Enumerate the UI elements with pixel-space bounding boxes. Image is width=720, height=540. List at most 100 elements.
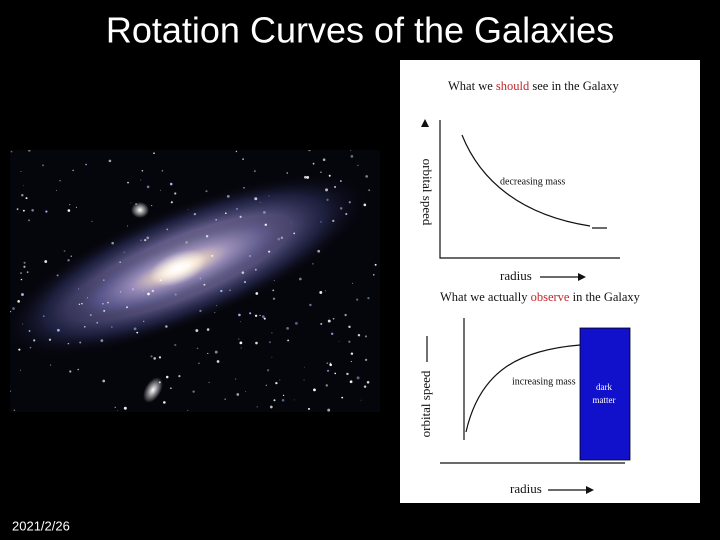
star <box>174 293 177 296</box>
star <box>69 370 72 373</box>
star <box>293 232 296 235</box>
star <box>327 319 331 323</box>
star <box>85 163 87 166</box>
star <box>216 360 220 363</box>
star <box>277 237 281 241</box>
star <box>22 323 24 325</box>
star <box>320 171 322 174</box>
star <box>193 212 197 216</box>
star <box>341 396 344 399</box>
star <box>196 347 199 350</box>
star <box>102 379 106 383</box>
star <box>326 362 329 364</box>
curve-label: decreasing mass <box>500 176 565 187</box>
star <box>286 172 288 174</box>
star <box>348 340 351 343</box>
arrow <box>421 119 429 127</box>
star <box>307 407 311 410</box>
star <box>192 390 195 393</box>
star <box>123 251 125 253</box>
star <box>69 204 71 206</box>
star <box>22 209 25 212</box>
star <box>10 310 12 313</box>
star <box>254 314 258 317</box>
star <box>56 190 57 192</box>
star <box>303 366 305 368</box>
star <box>151 289 155 293</box>
star <box>56 328 60 332</box>
star <box>147 292 150 296</box>
star <box>130 202 132 204</box>
star <box>238 338 240 340</box>
star <box>13 409 15 411</box>
star <box>287 339 290 342</box>
slide-date: 2021/2/26 <box>12 518 70 533</box>
star <box>263 317 266 320</box>
galaxy-core <box>149 249 207 287</box>
star <box>280 236 284 239</box>
arrow <box>578 273 586 281</box>
star <box>286 327 289 330</box>
star <box>48 338 52 341</box>
star <box>114 406 116 408</box>
star <box>304 175 307 179</box>
star <box>23 265 26 268</box>
star <box>282 394 285 397</box>
star <box>31 209 34 212</box>
star <box>103 279 105 281</box>
axes <box>439 120 620 259</box>
star <box>72 169 74 172</box>
star <box>268 341 271 344</box>
star <box>324 290 326 292</box>
star <box>320 221 322 223</box>
star <box>235 207 238 210</box>
star <box>16 208 19 211</box>
star <box>325 384 328 387</box>
star <box>306 176 310 179</box>
star <box>150 355 153 358</box>
star <box>20 278 23 281</box>
diagram-heading: What we actually observe in the Galaxy <box>440 290 641 304</box>
star <box>205 190 208 193</box>
star <box>127 181 129 184</box>
star <box>243 281 246 284</box>
star <box>328 174 331 177</box>
star <box>266 369 270 372</box>
star <box>165 375 169 379</box>
star <box>365 175 368 178</box>
star <box>96 321 99 324</box>
star <box>141 169 144 172</box>
diagram-heading: What we should see in the Galaxy <box>448 79 620 93</box>
star <box>241 271 245 274</box>
star <box>356 376 360 380</box>
star <box>214 311 216 313</box>
dark-matter-region <box>579 327 631 461</box>
star <box>187 208 189 210</box>
star <box>215 305 217 307</box>
star <box>81 302 83 305</box>
star <box>330 332 334 336</box>
star <box>245 391 247 393</box>
star <box>226 195 230 198</box>
star <box>79 341 82 344</box>
star <box>174 192 177 195</box>
star <box>125 306 129 309</box>
star <box>346 372 349 376</box>
x-axis-label: radius <box>500 268 532 283</box>
star <box>211 254 214 257</box>
arrow <box>586 486 594 494</box>
star <box>28 330 31 332</box>
star <box>151 205 153 207</box>
heading-highlight: should <box>496 79 530 93</box>
star <box>271 332 273 334</box>
star <box>195 329 199 332</box>
star <box>319 291 323 294</box>
star <box>327 408 331 412</box>
star <box>261 315 265 318</box>
star <box>338 340 340 342</box>
star <box>84 326 86 328</box>
star <box>33 339 36 342</box>
star <box>236 393 240 396</box>
star <box>272 289 275 292</box>
star <box>78 288 80 290</box>
